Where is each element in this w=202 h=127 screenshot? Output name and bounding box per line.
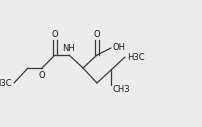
- Text: O: O: [93, 30, 100, 39]
- Text: O: O: [52, 30, 58, 39]
- Text: NH: NH: [62, 44, 75, 53]
- Text: H3C: H3C: [0, 78, 12, 88]
- Text: H3C: H3C: [126, 52, 144, 61]
- Text: CH3: CH3: [113, 85, 130, 94]
- Text: O: O: [39, 71, 45, 80]
- Text: OH: OH: [113, 44, 125, 52]
